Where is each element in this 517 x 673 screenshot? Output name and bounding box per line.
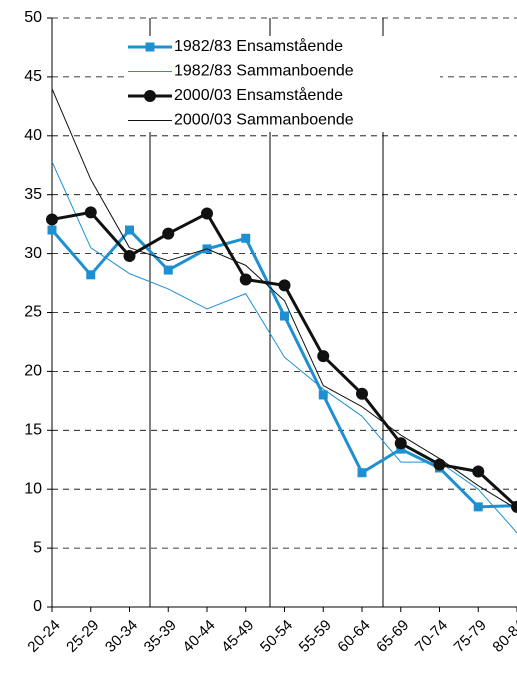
data-point [280,311,289,321]
x-tick-label: 30-34 [102,617,141,656]
data-point [357,468,367,478]
y-tick-label: 25 [24,304,42,321]
x-tick-label: 35-39 [141,617,180,656]
legend-label: 1982/83 Sammanboende [174,63,354,80]
data-point [84,206,97,219]
y-tick-label: 30 [24,245,42,262]
legend-label: 2000/03 Sammanboende [174,112,354,129]
series-line [51,88,517,510]
legend-marker [144,90,156,102]
series-line [51,210,517,508]
y-tick-label: 20 [24,363,42,380]
data-point [125,225,134,235]
data-point [317,350,330,363]
data-point [394,437,407,450]
data-point [201,207,213,220]
x-tick-label: 75-79 [451,617,490,656]
legend-background [128,36,440,132]
data-point [473,502,483,512]
y-tick-label: 0 [33,598,42,615]
data-point [86,270,96,280]
legend-label: 1982/83 Ensamstående [174,37,343,55]
x-tick-label: 80-84 [489,617,517,656]
data-point [123,249,136,262]
y-tick-label: 10 [24,480,42,497]
x-tick-label: 55-59 [296,617,335,656]
data-point [318,390,328,400]
x-tick-label: 20-24 [24,617,63,656]
data-point [241,233,251,243]
y-tick-label: 5 [33,539,42,556]
data-point [46,213,58,226]
data-point [472,465,485,478]
data-point [239,273,252,286]
x-tick-label: 25-29 [63,617,102,656]
x-tick-label: 40-44 [179,617,218,656]
x-tick-label: 65-69 [373,617,412,656]
data-point [162,227,175,240]
data-point [278,279,291,292]
data-point [163,265,173,275]
y-tick-label: 50 [24,9,42,26]
x-tick-label: 70-74 [412,617,451,656]
data-point [433,458,446,471]
x-tick-label: 50-54 [257,617,296,656]
data-point [356,387,368,400]
legend-label: 2000/03 Ensamstående [174,86,343,104]
x-tick-label: 45-49 [218,617,257,656]
y-tick-label: 40 [24,127,42,144]
y-tick-label: 45 [24,68,42,85]
data-point [47,225,57,235]
x-tick-label: 60-64 [334,617,373,656]
y-tick-label: 15 [24,422,42,439]
legend-marker [145,42,155,52]
y-tick-label: 35 [24,186,42,203]
